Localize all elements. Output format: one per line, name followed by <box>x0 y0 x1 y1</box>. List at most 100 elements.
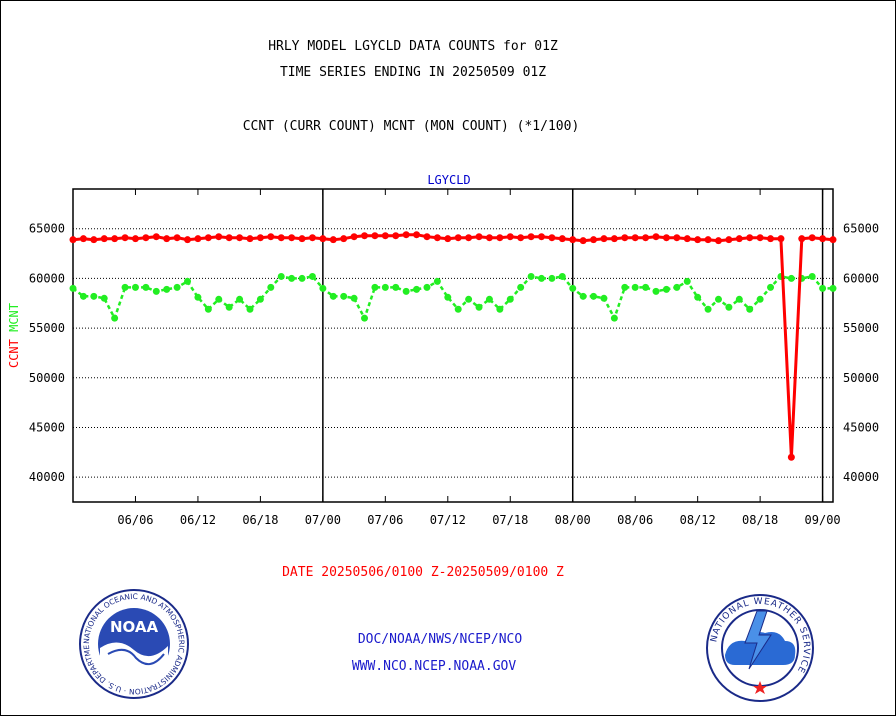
point-ccnt-69 <box>787 453 795 461</box>
point-mcnt-34 <box>423 283 431 291</box>
point-ccnt-47 <box>558 235 566 243</box>
point-ccnt-7 <box>142 234 150 242</box>
point-mcnt-69 <box>787 274 795 282</box>
point-ccnt-71 <box>808 234 816 242</box>
point-ccnt-56 <box>652 233 660 241</box>
point-ccnt-62 <box>714 237 722 245</box>
point-ccnt-3 <box>100 235 108 243</box>
xtick-label-07/00: 07/00 <box>305 513 341 527</box>
point-ccnt-59 <box>683 235 691 243</box>
nws-logo: NATIONAL WEATHER SERVICE <box>706 594 814 702</box>
point-ccnt-17 <box>246 235 254 243</box>
point-mcnt-52 <box>610 314 618 322</box>
point-mcnt-65 <box>746 305 754 313</box>
point-mcnt-42 <box>506 295 514 303</box>
point-mcnt-29 <box>371 283 379 291</box>
xtick-label-06/06: 06/06 <box>117 513 153 527</box>
point-ccnt-19 <box>267 233 275 241</box>
point-ccnt-8 <box>152 233 160 241</box>
point-ccnt-2 <box>90 236 98 244</box>
point-ccnt-58 <box>673 234 681 242</box>
chart-subtitle: CCNT (CURR COUNT) MCNT (MON COUNT) (*1/1… <box>242 119 580 134</box>
point-ccnt-13 <box>204 234 212 242</box>
ytick-left-45000: 45000 <box>29 420 65 434</box>
point-mcnt-47 <box>558 272 566 280</box>
ytick-right-40000: 40000 <box>843 470 879 484</box>
point-ccnt-37 <box>454 234 462 242</box>
point-ccnt-61 <box>704 236 712 244</box>
y-axis-label: CCNT MCNT <box>7 303 21 368</box>
y-axis-label-ccnt: CCNT <box>7 332 21 368</box>
point-ccnt-45 <box>537 233 545 241</box>
point-mcnt-24 <box>319 284 327 292</box>
point-ccnt-15 <box>225 234 233 242</box>
point-mcnt-13 <box>204 305 212 313</box>
point-mcnt-39 <box>475 303 483 311</box>
xtick-label-06/18: 06/18 <box>242 513 278 527</box>
xtick-label-08/12: 08/12 <box>680 513 716 527</box>
point-mcnt-33 <box>413 285 421 293</box>
point-mcnt-36 <box>444 293 452 301</box>
point-ccnt-60 <box>694 236 702 244</box>
point-ccnt-6 <box>131 235 139 243</box>
point-ccnt-25 <box>329 236 337 244</box>
point-ccnt-41 <box>496 234 504 242</box>
point-mcnt-18 <box>256 295 264 303</box>
point-mcnt-5 <box>121 283 129 291</box>
xtick-label-08/00: 08/00 <box>555 513 591 527</box>
point-ccnt-20 <box>277 234 285 242</box>
point-mcnt-25 <box>329 292 337 300</box>
point-mcnt-22 <box>298 274 306 282</box>
point-ccnt-46 <box>548 234 556 242</box>
ytick-left-65000: 65000 <box>29 222 65 236</box>
point-mcnt-63 <box>725 303 733 311</box>
point-mcnt-46 <box>548 274 556 282</box>
point-ccnt-68 <box>777 235 785 243</box>
point-ccnt-39 <box>475 233 483 241</box>
credit-website: WWW.NCO.NCEP.NOAA.GOV <box>351 659 517 674</box>
point-mcnt-23 <box>308 272 316 280</box>
point-ccnt-65 <box>746 234 754 242</box>
point-mcnt-30 <box>381 283 389 291</box>
xtick-label-07/06: 07/06 <box>367 513 403 527</box>
date-range-label: DATE 20250506/0100 Z-20250509/0100 Z <box>282 565 564 580</box>
point-mcnt-71 <box>808 272 816 280</box>
point-mcnt-19 <box>267 283 275 291</box>
point-ccnt-12 <box>194 235 202 243</box>
point-mcnt-15 <box>225 303 233 311</box>
point-ccnt-31 <box>392 232 400 240</box>
point-ccnt-63 <box>725 236 733 244</box>
point-mcnt-31 <box>392 283 400 291</box>
point-ccnt-72 <box>819 235 827 243</box>
point-mcnt-64 <box>735 295 743 303</box>
point-mcnt-62 <box>714 295 722 303</box>
series-line-ccnt <box>72 233 834 458</box>
point-ccnt-9 <box>163 235 171 243</box>
point-ccnt-30 <box>381 232 389 240</box>
point-ccnt-18 <box>256 234 264 242</box>
point-ccnt-67 <box>767 235 775 243</box>
point-ccnt-38 <box>465 234 473 242</box>
point-ccnt-50 <box>590 236 598 244</box>
point-ccnt-23 <box>308 234 316 242</box>
ytick-left-55000: 55000 <box>29 321 65 335</box>
point-mcnt-55 <box>642 283 650 291</box>
point-mcnt-9 <box>163 285 171 293</box>
point-mcnt-57 <box>662 285 670 293</box>
point-ccnt-70 <box>798 235 806 243</box>
point-mcnt-40 <box>485 295 493 303</box>
point-mcnt-20 <box>277 272 285 280</box>
point-ccnt-11 <box>184 236 192 244</box>
point-mcnt-27 <box>350 294 358 302</box>
point-mcnt-1 <box>79 292 87 300</box>
ytick-left-60000: 60000 <box>29 271 65 285</box>
noaa-logo: NATIONAL OCEANIC AND ATMOSPHERIC ADMINIS… <box>78 588 189 699</box>
point-mcnt-12 <box>194 293 202 301</box>
point-mcnt-26 <box>340 292 348 300</box>
point-mcnt-53 <box>621 283 629 291</box>
point-mcnt-44 <box>527 272 535 280</box>
point-mcnt-50 <box>590 292 598 300</box>
point-mcnt-61 <box>704 305 712 313</box>
point-ccnt-40 <box>485 234 493 242</box>
point-mcnt-4 <box>111 314 119 322</box>
